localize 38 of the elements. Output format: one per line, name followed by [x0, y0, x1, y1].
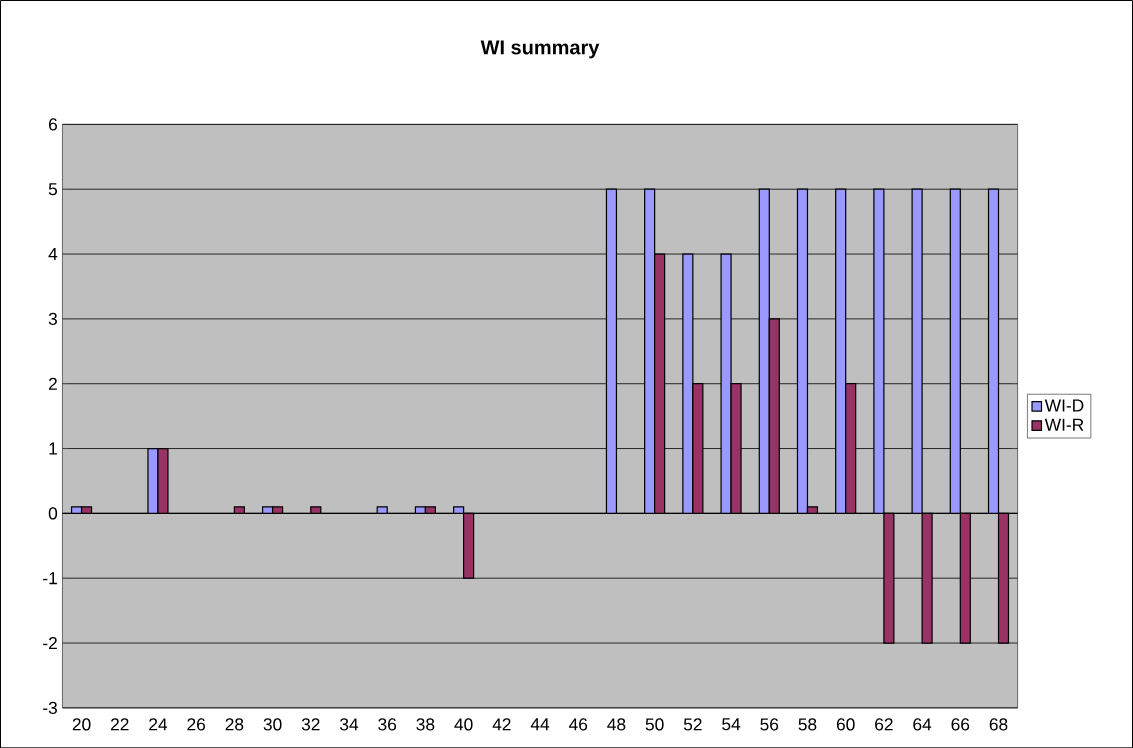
x-tick-label: 50	[645, 718, 664, 731]
legend-label: WI-R	[1044, 418, 1084, 431]
y-tick-label: 5	[48, 183, 58, 196]
x-tick-label: 40	[454, 718, 473, 731]
x-tick-label: 44	[530, 718, 550, 731]
x-tick-label: 58	[798, 718, 817, 731]
x-tick-label: 42	[492, 718, 511, 731]
x-tick-label: 38	[416, 718, 435, 731]
chart-title: WI summary	[480, 40, 600, 59]
x-tick-label: 46	[569, 718, 588, 731]
x-tick-label: 54	[722, 718, 741, 731]
x-tick-label: 64	[913, 718, 932, 731]
x-tick-label: 68	[989, 718, 1008, 731]
x-tick-label: 30	[263, 718, 282, 731]
x-tick-label: 20	[72, 718, 91, 731]
x-tick-label: 36	[378, 718, 397, 731]
x-tick-label: 48	[607, 718, 626, 731]
x-tick-label: 60	[836, 718, 855, 731]
y-tick-label: -2	[43, 636, 57, 649]
y-tick-label: 2	[48, 377, 57, 390]
x-tick-label: 32	[301, 718, 320, 731]
x-tick-label: 66	[951, 718, 970, 731]
x-tick-label: 28	[225, 718, 244, 731]
x-tick-label: 26	[187, 718, 206, 731]
y-tick-label: 6	[48, 118, 57, 131]
y-tick-label: -1	[43, 572, 57, 584]
x-tick-label: 56	[760, 718, 779, 731]
x-tick-label: 52	[683, 718, 702, 731]
y-tick-label: -3	[43, 701, 57, 714]
y-tick-label: 1	[49, 442, 57, 455]
x-tick-label: 24	[149, 718, 168, 731]
x-tick-label: 22	[111, 718, 129, 731]
y-tick-label: 4	[48, 247, 58, 260]
y-tick-label: 0	[48, 507, 58, 520]
legend-label: WI-D	[1044, 399, 1084, 412]
y-tick-label: 3	[48, 312, 57, 325]
x-tick-label: 62	[875, 718, 893, 731]
x-tick-label: 34	[340, 718, 359, 731]
